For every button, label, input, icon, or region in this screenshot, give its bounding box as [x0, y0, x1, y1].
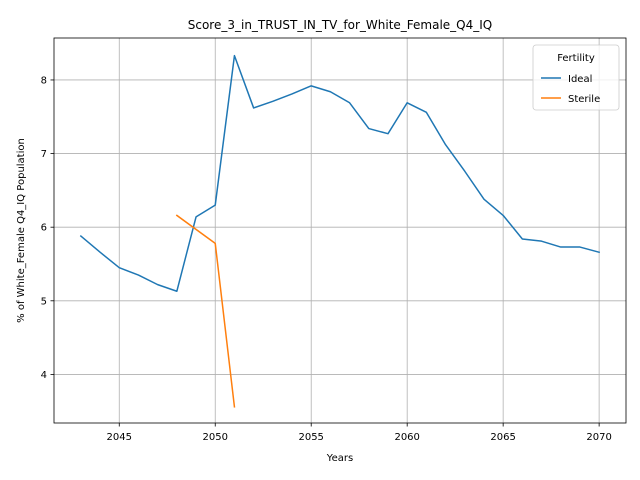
- series-line-sterile: [175, 214, 236, 408]
- legend-box: [532, 44, 620, 111]
- axis-ticks: 2045 2050 2055 2060 2065 2070 4 5 6 7 8: [41, 75, 612, 443]
- x-tick-label: 2045: [107, 432, 132, 443]
- x-tick-label: 2055: [298, 432, 323, 443]
- series-lines: [79, 54, 601, 408]
- chart-title: Score_3_in_TRUST_IN_TV_for_White_Female_…: [188, 18, 492, 32]
- series-line-ideal: [79, 54, 601, 292]
- y-tick-label: 5: [41, 296, 47, 307]
- x-axis-title: Years: [326, 453, 353, 464]
- y-tick-label: 6: [41, 223, 47, 234]
- legend-label-sterile: Sterile: [568, 94, 600, 105]
- legend-label-ideal: Ideal: [568, 74, 592, 85]
- x-tick-label: 2070: [586, 432, 611, 443]
- y-axis-title: % of White_Female Q4_IQ Population: [16, 138, 27, 323]
- y-tick-label: 8: [41, 75, 47, 86]
- x-tick-label: 2050: [203, 432, 228, 443]
- legend: Fertility Ideal Sterile: [532, 44, 620, 111]
- y-tick-label: 7: [41, 149, 47, 160]
- y-tick-label: 4: [41, 370, 47, 381]
- x-tick-label: 2060: [394, 432, 419, 443]
- x-tick-label: 2065: [490, 432, 515, 443]
- legend-title: Fertility: [557, 53, 595, 64]
- plot-frame: [53, 37, 627, 424]
